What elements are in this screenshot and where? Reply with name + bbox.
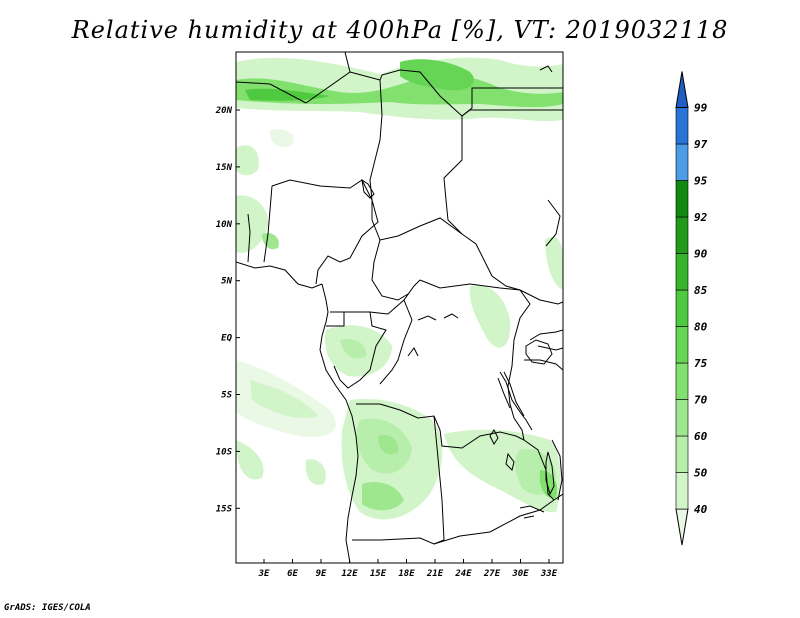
colorbar-segment (675, 107, 689, 145)
colorbar-segment (675, 326, 689, 364)
humidity-patch (262, 232, 279, 250)
colorbar-segment (675, 472, 689, 510)
lat-labels: 20N 15N 10N 5N EQ 5S 10S 15S (215, 106, 233, 514)
humidity-patch (400, 59, 474, 91)
lon-label: 21E (426, 569, 444, 579)
colorbar-label: 40 (694, 503, 708, 516)
colorbar-segment (675, 435, 689, 473)
humidity-patch (236, 145, 259, 176)
colorbar-segment (675, 71, 689, 108)
colorbar-label: 50 (694, 467, 708, 480)
lat-label: 20N (215, 106, 233, 116)
colorbar-segment (675, 362, 689, 400)
humidity-patch (545, 236, 563, 290)
map-frame (235, 51, 564, 564)
humidity-patch (250, 380, 318, 419)
colorbar-segment (675, 508, 689, 546)
lon-label: 3E (258, 569, 270, 579)
lat-label: 15N (216, 163, 233, 173)
colorbar-segment (675, 216, 689, 254)
humidity-patch (305, 459, 326, 485)
country-borders (236, 52, 563, 563)
colorbar-label: 95 (694, 175, 708, 188)
lon-label: 24E (454, 569, 472, 579)
lon-label: 18E (398, 569, 415, 579)
colorbar: 40 50 60 70 75 80 85 90 92 95 97 99 (675, 71, 708, 546)
lon-label: 33E (540, 569, 558, 579)
lat-label: 15S (216, 504, 233, 514)
colorbar-label: 75 (694, 357, 708, 370)
colorbar-segment (675, 399, 689, 437)
humidity-patch (378, 434, 399, 455)
colorbar-label: 90 (694, 248, 708, 261)
axis-ticks (236, 109, 550, 563)
lon-label: 30E (511, 569, 529, 579)
lon-label: 15E (370, 569, 387, 579)
humidity-patch (245, 88, 330, 101)
lon-label: 9E (316, 569, 327, 579)
colorbar-segment (675, 143, 689, 181)
humidity-patch (269, 129, 294, 148)
colorbar-segment (675, 289, 689, 327)
lat-label: 10N (216, 220, 233, 230)
lon-labels: 3E 6E 9E 12E 15E 18E 21E 24E 27E 30E 33E (258, 569, 558, 579)
colorbar-label: 97 (694, 138, 708, 151)
lon-label: 27E (483, 569, 501, 579)
colorbar-label: 80 (694, 321, 708, 334)
grads-credit: GrADS: IGES/COLA (4, 603, 91, 613)
humidity-patch (362, 481, 404, 511)
colorbar-label: 99 (694, 102, 708, 115)
humidity-patch (236, 195, 269, 253)
lat-label: 5S (221, 391, 232, 401)
colorbar-label: 92 (694, 211, 708, 224)
lon-label: 6E (287, 569, 298, 579)
humidity-patch (236, 74, 563, 108)
lat-label: 5N (221, 277, 232, 287)
colorbar-segment (675, 180, 689, 218)
colorbar-label: 60 (694, 430, 708, 443)
humidity-fields (236, 57, 563, 520)
humidity-patch (469, 285, 511, 348)
colorbar-label: 70 (694, 394, 708, 407)
humidity-patch (340, 338, 367, 359)
colorbar-label: 85 (694, 284, 708, 297)
humidity-patch (236, 440, 264, 480)
lon-label: 12E (341, 569, 358, 579)
lat-label: EQ (221, 334, 232, 344)
map-title: Relative humidity at 400hPa [%], VT: 201… (71, 16, 729, 44)
lat-label: 10S (216, 447, 233, 457)
colorbar-segment (675, 253, 689, 291)
